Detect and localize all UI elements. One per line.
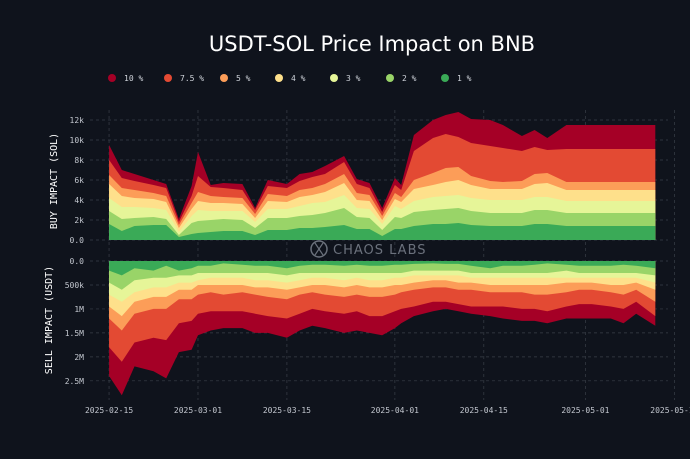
x-tick-label: 2025-03-01: [174, 406, 222, 415]
sell-y-tick-label: 1.5M: [65, 329, 84, 338]
legend-label: 2 %: [402, 74, 417, 83]
buy-impact-areas: [109, 112, 656, 240]
legend-swatch: [164, 74, 172, 82]
sell-y-tick-label: 2M: [74, 353, 84, 362]
legend-swatch: [220, 74, 228, 82]
legend-label: 7.5 %: [180, 74, 204, 83]
x-axis-ticks: 2025-02-15 2025-03-01 2025-03-15 2025-04-01…: [85, 406, 690, 415]
legend-swatch: [108, 74, 116, 82]
buy-y-tick-label: 10k: [70, 136, 85, 145]
legend-swatch: [275, 74, 283, 82]
buy-y-axis-ticks: 0.0 2k 4k 6k 8k 10k 12k: [70, 116, 85, 245]
chaos-labs-logo-icon: [310, 240, 328, 258]
x-tick-label: 2025-05-15: [650, 406, 690, 415]
sell-y-tick-label: 2.5M: [65, 377, 84, 386]
legend-swatch: [330, 74, 338, 82]
buy-y-tick-label: 4k: [74, 196, 84, 205]
sell-area-2: [109, 261, 656, 290]
sell-y-tick-label: 1M: [74, 305, 84, 314]
legend-item-5: 5 %: [220, 74, 251, 83]
legend-label: 10 %: [124, 74, 143, 83]
sell-y-axis-ticks: 0.0 500k 1M 1.5M 2M 2.5M: [65, 257, 84, 386]
sell-y-tick-label: 500k: [65, 281, 84, 290]
legend-swatch: [441, 74, 449, 82]
sell-axis-label: SELL IMPACT (USDT): [44, 266, 55, 374]
sell-area-1: [109, 261, 656, 276]
legend-label: 3 %: [346, 74, 361, 83]
legend-swatch: [386, 74, 394, 82]
sell-y-tick-label: 0.0: [70, 257, 85, 266]
legend-label: 5 %: [236, 74, 251, 83]
x-tick-label: 2025-03-15: [263, 406, 311, 415]
legend-label: 4 %: [291, 74, 306, 83]
buy-y-tick-label: 8k: [74, 156, 84, 165]
buy-area-1: [109, 223, 656, 240]
legend-item-10: 10 %: [108, 74, 143, 83]
x-tick-label: 2025-02-15: [85, 406, 133, 415]
sell-impact-areas: [109, 261, 656, 396]
buy-y-tick-label: 12k: [70, 116, 85, 125]
legend-label: 1 %: [457, 74, 472, 83]
x-tick-label: 2025-04-01: [371, 406, 419, 415]
legend-item-1: 1 %: [441, 74, 472, 83]
buy-y-tick-label: 0.0: [70, 236, 85, 245]
chart-title: USDT-SOL Price Impact on BNB: [209, 32, 535, 56]
buy-axis-label: BUY IMPACT (SOL): [49, 133, 60, 229]
legend: 10 % 7.5 % 5 % 4 % 3 % 2 % 1 %: [108, 74, 472, 83]
legend-item-3: 3 %: [330, 74, 361, 83]
legend-item-2: 2 %: [386, 74, 417, 83]
legend-item-4: 4 %: [275, 74, 306, 83]
x-tick-label: 2025-04-15: [460, 406, 508, 415]
buy-y-tick-label: 6k: [74, 176, 84, 185]
legend-item-7-5: 7.5 %: [164, 74, 204, 83]
buy-y-tick-label: 2k: [74, 216, 84, 225]
watermark-text: CHAOS LABS: [333, 243, 427, 258]
watermark: CHAOS LABS: [310, 240, 427, 258]
x-tick-label: 2025-05-01: [561, 406, 609, 415]
